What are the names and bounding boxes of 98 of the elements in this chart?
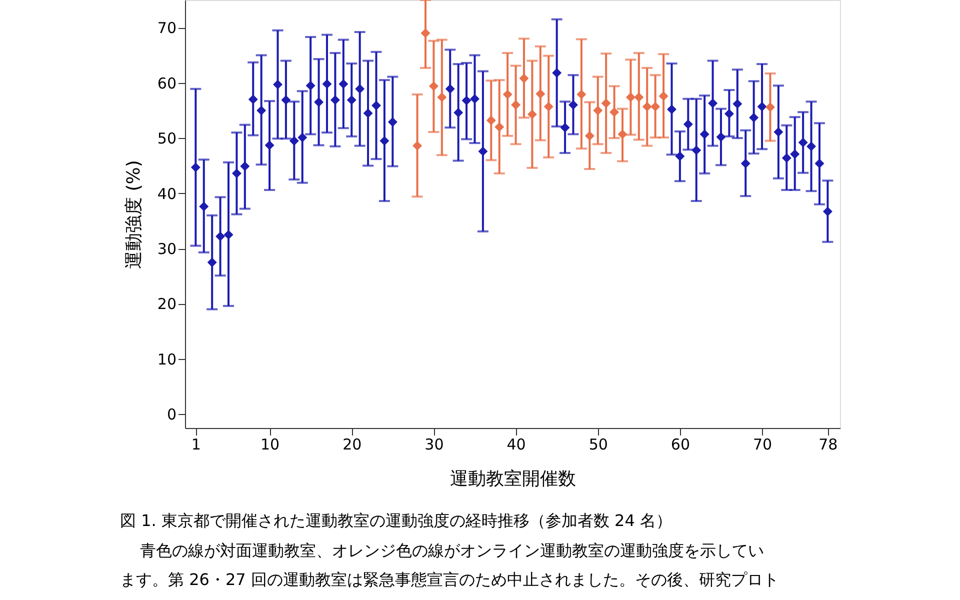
x-tick-label: 10 [260, 436, 280, 454]
point [782, 153, 792, 163]
point [675, 152, 685, 162]
point [806, 142, 816, 152]
y-axis-title: 運動強度 (%) [123, 160, 144, 269]
point [412, 141, 422, 151]
point [330, 95, 340, 105]
point [478, 146, 488, 156]
x-tick-label: 20 [342, 436, 362, 454]
point [420, 28, 430, 38]
point [683, 120, 693, 129]
point [388, 117, 398, 127]
point [224, 230, 234, 240]
point [765, 102, 775, 112]
point [822, 206, 832, 216]
point [757, 102, 767, 112]
y-tick-label: 50 [157, 130, 176, 148]
point [502, 90, 512, 100]
x-tick-label: 70 [752, 436, 772, 454]
y-tick-label: 20 [157, 295, 176, 314]
point [576, 90, 586, 100]
point [740, 158, 750, 168]
point [289, 136, 299, 146]
x-tick-label: 40 [506, 436, 526, 454]
point [700, 129, 710, 139]
point [190, 162, 200, 172]
point [584, 131, 594, 141]
point [346, 95, 356, 105]
point [363, 108, 373, 118]
point [199, 202, 209, 212]
y-tick-label: 40 [157, 184, 176, 203]
point [216, 232, 226, 242]
x-tick-label: 50 [588, 436, 608, 454]
point [486, 116, 496, 126]
point [445, 84, 455, 94]
x-tick-label: 30 [424, 436, 444, 454]
point [437, 92, 447, 102]
point [814, 158, 824, 168]
x-axis-title: 運動教室開催数 [450, 468, 576, 490]
point [248, 94, 258, 104]
point [298, 132, 308, 142]
point [544, 102, 554, 112]
point [511, 100, 521, 110]
point [470, 94, 480, 104]
point [322, 79, 332, 89]
point [568, 100, 578, 110]
point [240, 161, 250, 171]
point [494, 122, 504, 132]
point [380, 136, 390, 146]
text: ます。第 26・27 回の運動教室は緊急事態宣言のため中止されました。その後、研究プロト [120, 570, 779, 589]
point [626, 92, 636, 102]
point [314, 97, 324, 107]
point [355, 84, 365, 94]
point [774, 127, 784, 137]
point [519, 74, 529, 84]
y-tick-label: 30 [157, 240, 176, 258]
point [256, 106, 266, 116]
point [536, 89, 546, 99]
point [232, 168, 242, 178]
point [281, 95, 291, 105]
point [601, 98, 611, 108]
x-tick-label: 78 [818, 436, 838, 454]
point [338, 79, 348, 89]
point [732, 99, 742, 109]
y-tick-label: 0 [166, 406, 176, 424]
point [273, 80, 282, 90]
point [634, 92, 644, 102]
point [716, 132, 726, 142]
point [708, 98, 718, 108]
x-tick-label: 60 [670, 436, 690, 454]
text: 青色の線が対面運動教室、オレンジ色の線がオンライン運動教室の運動強度を示してい [140, 541, 764, 560]
x-tick-label: 1 [191, 436, 201, 454]
point [610, 107, 620, 117]
point [650, 102, 660, 112]
point [372, 100, 381, 110]
point [462, 96, 472, 106]
point [207, 258, 217, 268]
point [724, 109, 734, 119]
text: 図 1. 東京都で開催された運動教室の運動強度の経時推移（参加者数 24 名） [120, 511, 672, 530]
point [527, 110, 537, 120]
point [454, 108, 464, 118]
point [593, 106, 603, 116]
point [658, 91, 668, 101]
point [560, 122, 570, 132]
point [618, 129, 628, 139]
point [306, 80, 316, 90]
point [666, 104, 676, 114]
y-tick-label: 60 [157, 74, 176, 92]
point [552, 68, 562, 78]
point [798, 138, 808, 148]
point [790, 149, 800, 159]
y-tick-label: 10 [157, 350, 176, 368]
y-tick-label: 70 [157, 19, 176, 38]
point [264, 140, 274, 150]
point [749, 112, 759, 122]
point [642, 102, 652, 112]
point [692, 145, 702, 155]
point [428, 81, 438, 91]
